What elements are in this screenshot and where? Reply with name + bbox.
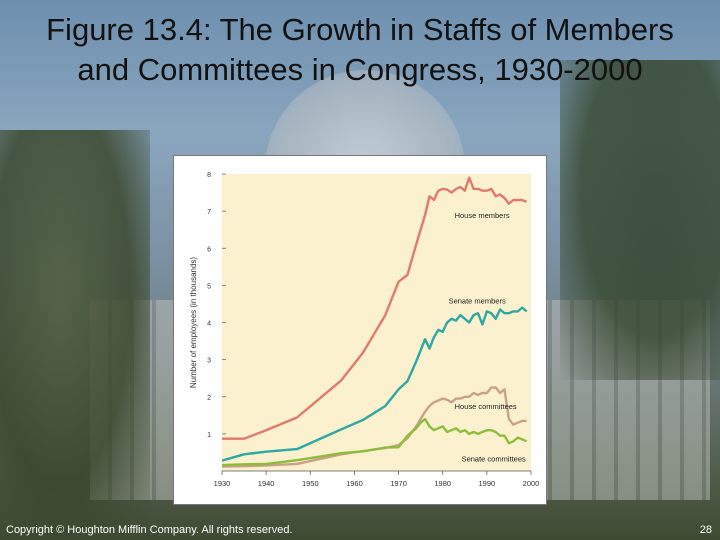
series-label: Senate committees [462, 454, 526, 463]
y-axis-title: Number of employees (in thousands) [189, 257, 198, 389]
line-chart: Number of employees (in thousands) 1 2 3 4 5… [189, 172, 540, 488]
series-label: House committees [455, 402, 517, 411]
tree-backdrop-left [0, 130, 150, 540]
x-tick-label: 1950 [302, 479, 319, 488]
x-tick-label: 2000 [523, 479, 540, 488]
x-tick-label: 1980 [434, 479, 451, 488]
x-tick-label: 1930 [214, 479, 231, 488]
y-tick-label: 6 [207, 246, 211, 253]
series-label: Senate members [449, 296, 506, 305]
tree-backdrop-right [560, 60, 720, 380]
series-line-house-members [222, 176, 528, 440]
y-tick-label: 7 [207, 209, 211, 216]
x-tick-label: 1960 [346, 479, 363, 488]
y-tick-label: 1 [207, 432, 211, 439]
x-tick-label: 1940 [258, 479, 275, 488]
slide-number: 28 [699, 524, 712, 536]
slide-title: Figure 13.4: The Growth in Staffs of Mem… [46, 12, 674, 87]
series-line-senate-committees [221, 417, 528, 467]
y-tick-label: 2 [207, 395, 211, 402]
plot-area [222, 174, 531, 471]
y-tick-label: 4 [207, 321, 211, 328]
y-tick-label: 3 [207, 358, 211, 365]
y-tick-label: 5 [207, 283, 211, 290]
chart-panel: Number of employees (in thousands) 1 2 3 4 5… [173, 155, 547, 505]
series-line-senate-members [221, 306, 528, 462]
x-tick-label: 1970 [390, 479, 407, 488]
y-tick-label: 8 [207, 172, 211, 179]
copyright-footer: Copyright © Houghton Mifflin Company. Al… [6, 524, 293, 536]
x-tick-label: 1990 [479, 479, 496, 488]
series-label: House members [455, 211, 510, 220]
